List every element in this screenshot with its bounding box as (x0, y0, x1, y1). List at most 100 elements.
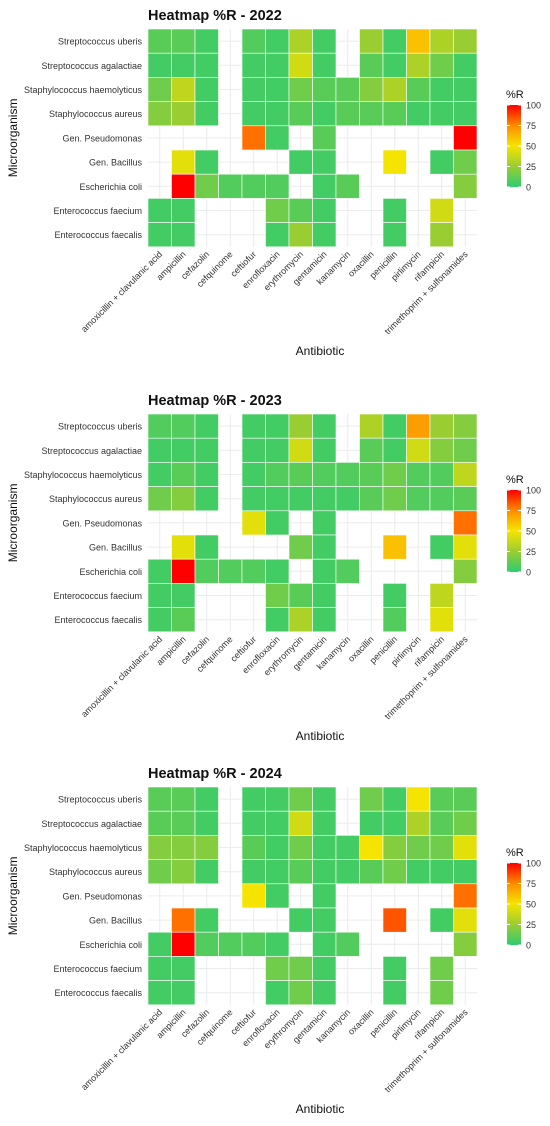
heatmap-cell (312, 786, 337, 812)
heatmap-cell (194, 437, 219, 463)
heatmap-cell (429, 486, 454, 512)
colorbar-tick-label: 75 (526, 506, 536, 516)
heatmap-cell (265, 980, 290, 1006)
heatmap-cell (241, 859, 266, 885)
heatmap-cell (288, 786, 313, 812)
y-tick-label: Streptococcus uberis (58, 37, 143, 47)
heatmap-cell (265, 125, 290, 151)
heatmap-cell (194, 52, 219, 78)
heatmap-cell (429, 149, 454, 175)
heatmap-cell (194, 558, 219, 584)
heatmap-cell (194, 810, 219, 836)
heatmap-cell (382, 956, 407, 981)
y-tick-label: Streptococcus uberis (58, 422, 143, 432)
heatmap-cell (359, 101, 384, 127)
heatmap-cell (453, 810, 478, 836)
heatmap-cell (288, 534, 313, 560)
heatmap-cell (453, 77, 478, 102)
heatmap-cell (147, 859, 172, 885)
heatmap-cell (429, 198, 454, 223)
heatmap-cell (288, 835, 313, 860)
heatmap-cell (241, 173, 266, 199)
heatmap-cell (265, 956, 290, 981)
y-tick-label: Enterococcus faecalis (54, 230, 142, 240)
heatmap-cell (288, 462, 313, 487)
heatmap-cell (147, 607, 172, 633)
heatmap-cell (171, 413, 196, 439)
heatmap-cell (312, 101, 337, 127)
heatmap-cell (335, 101, 360, 127)
heatmap-cell (241, 931, 266, 957)
heatmap-cell (429, 607, 454, 633)
heatmap-cell (312, 28, 337, 54)
heatmap-cell (429, 28, 454, 54)
x-axis-label: Antibiotic (296, 344, 345, 358)
heatmap-cell (382, 77, 407, 102)
colorbar (507, 863, 521, 945)
heatmap-cell (265, 77, 290, 102)
colorbar-tick-label: 100 (526, 486, 541, 496)
heatmap-cell (147, 52, 172, 78)
heatmap-cell (453, 931, 478, 957)
heatmap-cell (359, 52, 384, 78)
heatmap-cell (406, 413, 431, 439)
y-tick-label: Enterococcus faecalis (54, 988, 142, 998)
heatmap-cell (359, 810, 384, 836)
heatmap-cell (312, 883, 337, 909)
heatmap-cell (382, 607, 407, 633)
heatmap-cell (241, 486, 266, 512)
colorbar-tick-label: 100 (526, 101, 541, 111)
heatmap-panel-1: Heatmap %R - 2022 Streptococcus uberis Str… (6, 8, 541, 358)
heatmap-cell (265, 835, 290, 860)
x-axis-label: Antibiotic (296, 1102, 345, 1116)
heatmap-cell (453, 786, 478, 812)
heatmap-cell (453, 883, 478, 909)
heatmap-cell (288, 486, 313, 512)
y-tick-label: Gen. Bacillus (89, 158, 143, 168)
y-tick-label: Enterococcus faecium (53, 206, 142, 216)
colorbar-tick-label: 25 (526, 162, 536, 172)
heatmap-cell (171, 835, 196, 860)
heatmap-cell (312, 558, 337, 584)
heatmap-cell (194, 486, 219, 512)
y-tick-label: Escherichia coli (79, 182, 142, 192)
heatmap-cell (312, 486, 337, 512)
heatmap-cell (312, 907, 337, 933)
heatmap-panel-2: Heatmap %R - 2023 Streptococcus uberis Str… (6, 393, 541, 743)
heatmap-cell (265, 883, 290, 909)
panel-title: Heatmap %R - 2022 (148, 8, 282, 24)
heatmap-cell (147, 583, 172, 608)
heatmap-cell (406, 462, 431, 487)
x-tick-label: amoxicillin + clavulanic acid (79, 249, 164, 334)
heatmap-cell (265, 510, 290, 536)
y-axis-label: Microorganism (6, 857, 20, 936)
heatmap-cell (312, 534, 337, 560)
heatmap-cell (147, 77, 172, 102)
heatmap-cell (359, 413, 384, 439)
colorbar-tick-label: 0 (526, 568, 531, 578)
heatmap-cell (453, 413, 478, 439)
heatmap-cell (312, 931, 337, 957)
heatmap-cell (265, 607, 290, 633)
heatmap-cell (194, 907, 219, 933)
x-tick-label: amoxicillin + clavulanic acid (79, 634, 164, 719)
heatmap-cell (288, 198, 313, 223)
heatmap-cell (335, 931, 360, 957)
heatmap-cell (147, 28, 172, 54)
heatmap-cell (382, 28, 407, 54)
colorbar-tick-label: 50 (526, 142, 536, 152)
heatmap-cell (265, 173, 290, 199)
heatmap-cell (147, 413, 172, 439)
heatmap-cell (429, 437, 454, 463)
heatmap-cell (288, 52, 313, 78)
heatmap-cell (288, 101, 313, 127)
y-tick-label: Staphylococcus haemolyticus (24, 85, 143, 95)
heatmap-cell (335, 835, 360, 860)
heatmap-cell (453, 437, 478, 463)
heatmap-cell (218, 931, 243, 957)
y-tick-label: Streptococcus agalactiae (41, 446, 142, 456)
heatmap-cell (359, 786, 384, 812)
heatmap-cell (288, 956, 313, 981)
heatmap-cell (312, 956, 337, 981)
heatmap-cell (288, 810, 313, 836)
